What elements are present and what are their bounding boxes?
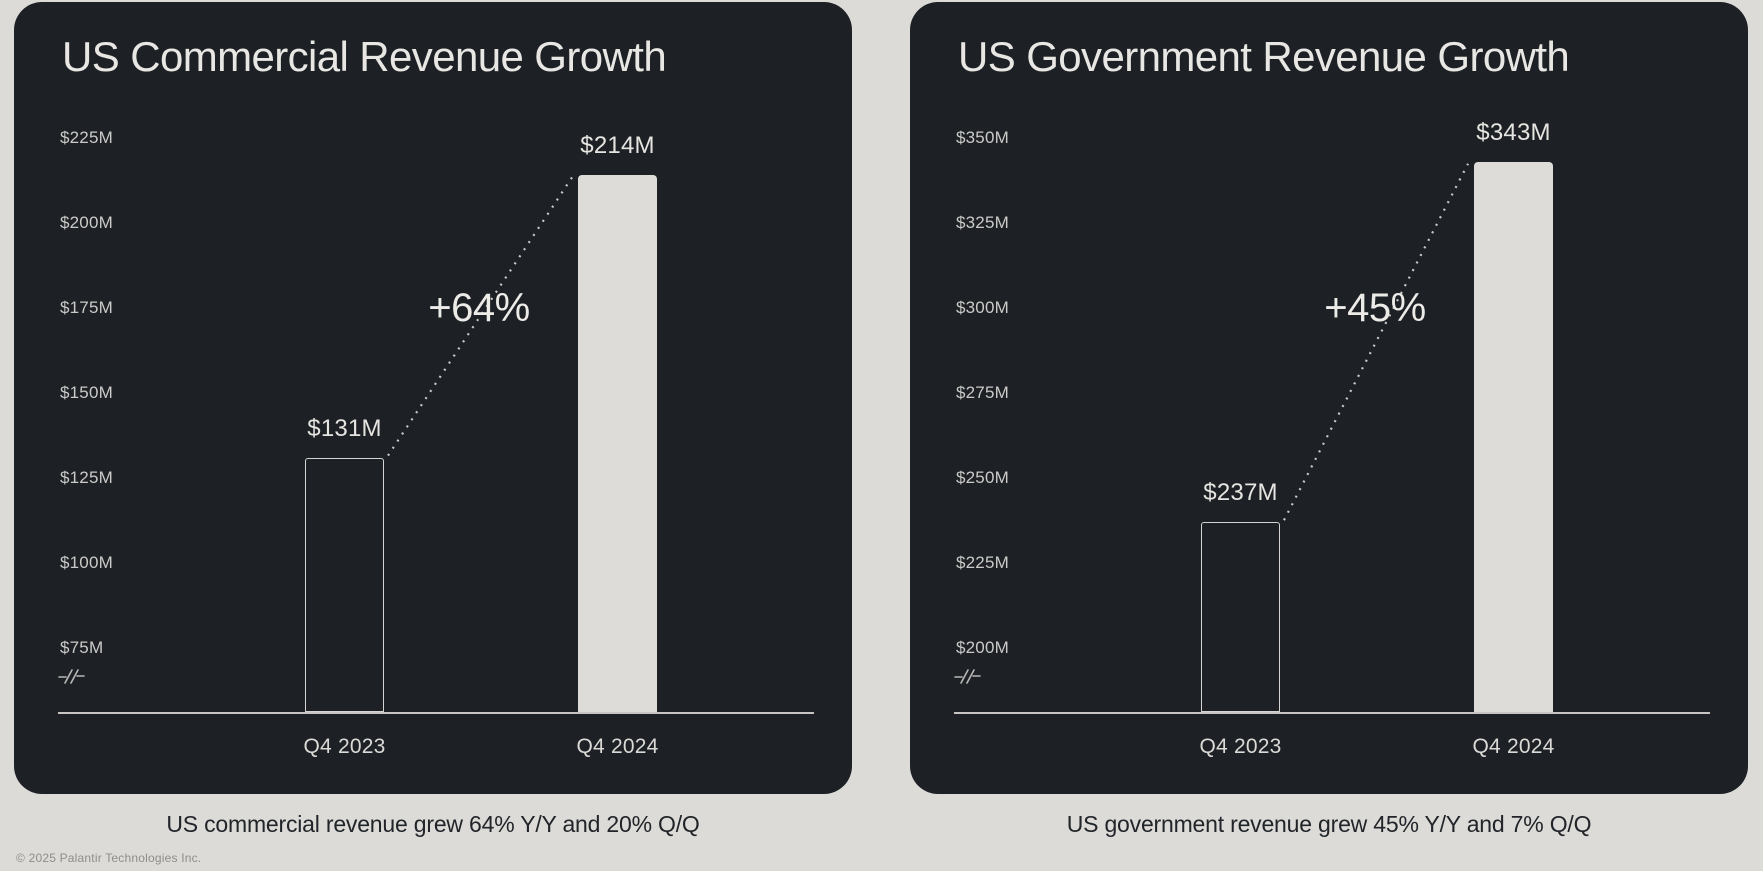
x-axis-line [954, 712, 1710, 714]
commercial-chart-card: US Commercial Revenue Growth $225M $200M $… [14, 2, 852, 794]
growth-dotted-line [387, 176, 573, 457]
bar-value-label: $214M [580, 132, 655, 160]
commercial-chart-plot-area: $225M $200M $175M $150M $125M $100M $75M $131M Q… [14, 2, 852, 794]
y-axis-tick-label: $225M [60, 128, 113, 147]
y-axis-tick-label: $75M [60, 638, 104, 657]
bar-value-label: $131M [307, 414, 382, 442]
bar-q4-2024 [578, 175, 657, 712]
bar-q4-2024 [1474, 161, 1553, 712]
y-axis-tick-label: $250M [956, 468, 1009, 487]
bar-value-label: $343M [1476, 118, 1551, 146]
y-axis-tick-label: $275M [956, 383, 1009, 402]
x-axis-line [58, 712, 814, 714]
x-axis-label: Q4 2023 [303, 735, 386, 758]
government-chart-card: US Government Revenue Growth $350M $325M $… [910, 2, 1748, 794]
axis-break-icon [954, 668, 981, 690]
commercial-chart-title: US Commercial Revenue Growth [62, 33, 667, 80]
y-axis-tick-label: $200M [956, 638, 1009, 657]
government-chart-caption: US government revenue grew 45% Y/Y and 7… [1066, 811, 1592, 837]
y-axis-tick-label: $350M [956, 128, 1009, 147]
x-axis-label: Q4 2023 [1199, 735, 1282, 758]
bar-value-label: $237M [1203, 479, 1278, 507]
y-axis-tick-label: $225M [956, 553, 1009, 572]
y-axis-tick-label: $125M [60, 468, 113, 487]
y-axis-tick-label: $300M [956, 298, 1009, 317]
growth-dotted-line [1283, 163, 1469, 521]
x-axis-label: Q4 2024 [1472, 735, 1555, 758]
growth-percentage-label: +64% [428, 286, 530, 330]
government-chart-title: US Government Revenue Growth [958, 33, 1570, 80]
commercial-chart-caption: US commercial revenue grew 64% Y/Y and 2… [166, 811, 700, 837]
y-axis-tick-label: $325M [956, 213, 1009, 232]
axis-break-icon [58, 668, 85, 690]
bar-q4-2023 [305, 457, 384, 712]
y-axis-tick-label: $100M [60, 553, 113, 572]
y-axis-tick-label: $175M [60, 298, 113, 317]
government-chart-plot-area: $350M $325M $300M $275M $250M $225M $200M $237M… [910, 2, 1748, 794]
y-axis-tick-label: $200M [60, 213, 113, 232]
bar-q4-2023 [1201, 522, 1280, 712]
y-axis-tick-label: $150M [60, 383, 113, 402]
growth-percentage-label: +45% [1324, 286, 1426, 330]
x-axis-label: Q4 2024 [576, 735, 659, 758]
copyright-notice: © 2025 Palantir Technologies Inc. [16, 851, 202, 865]
